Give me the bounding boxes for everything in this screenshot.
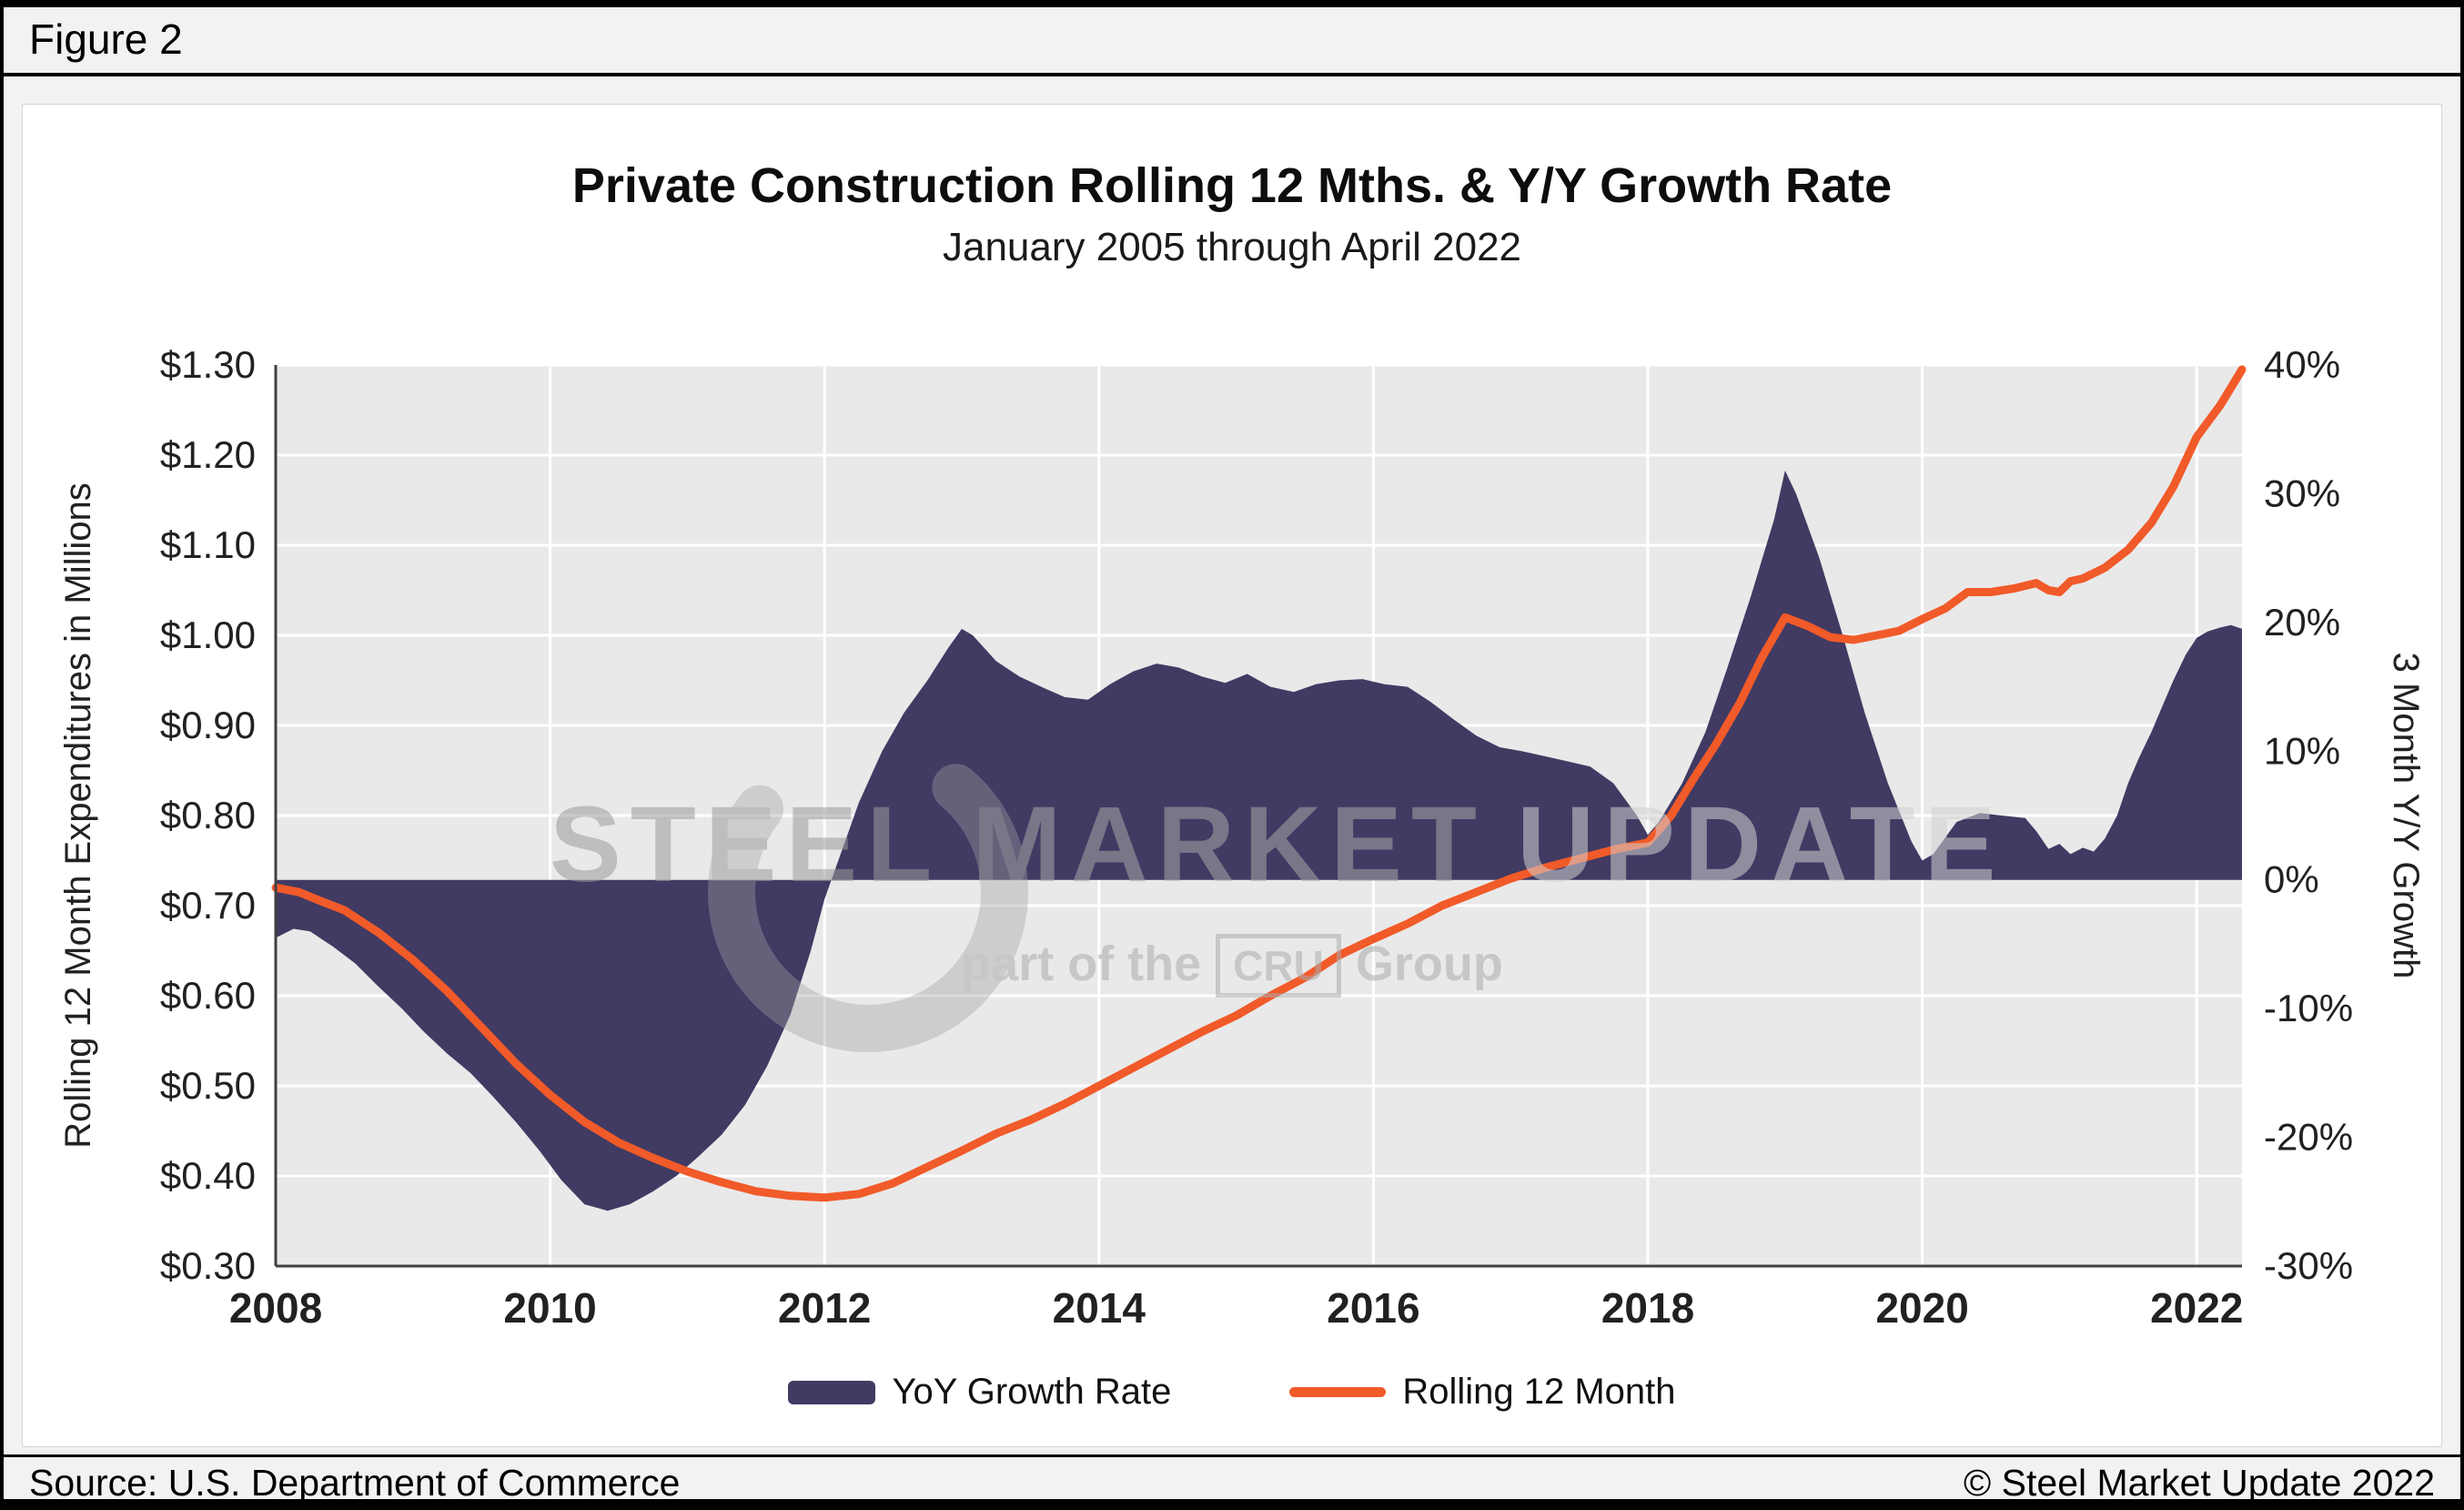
legend-swatch-rolling-line bbox=[1289, 1387, 1387, 1397]
chart-panel: Private Construction Rolling 12 Mths. & … bbox=[22, 104, 2442, 1447]
bottom-border-bar bbox=[0, 1499, 2464, 1510]
x-tick-label: 2018 bbox=[1601, 1284, 1694, 1332]
y-right-tick-label: 20% bbox=[2264, 601, 2340, 644]
y-left-tick-label: $1.00 bbox=[160, 613, 256, 656]
chart-subtitle: January 2005 through April 2022 bbox=[942, 225, 1522, 269]
footer-rule bbox=[0, 1454, 2464, 1457]
x-tick-label: 2010 bbox=[503, 1284, 596, 1332]
figure-label: Figure 2 bbox=[29, 15, 183, 63]
legend-item-yoy: YoY Growth Rate bbox=[788, 1372, 1171, 1413]
chart-title: Private Construction Rolling 12 Mths. & … bbox=[571, 158, 1893, 213]
x-tick-label: 2008 bbox=[229, 1284, 322, 1332]
y-left-tick-label: $0.40 bbox=[160, 1154, 256, 1197]
chart-canvas: $1.30 $1.20 $1.10 $1.00 $0.90 $0.80 $0.70 $0.60… bbox=[59, 343, 2425, 1332]
y-left-tick-label: $1.20 bbox=[160, 433, 256, 476]
y-right-tick-label: 0% bbox=[2264, 858, 2319, 901]
x-tick-label: 2020 bbox=[1875, 1284, 1968, 1332]
legend-swatch-yoy-area bbox=[788, 1380, 876, 1404]
x-tick-label: 2014 bbox=[1053, 1284, 1146, 1332]
y-right-tick-label: 40% bbox=[2264, 343, 2340, 386]
header-rule bbox=[0, 73, 2464, 76]
y-left-tick-label: $0.30 bbox=[160, 1244, 256, 1287]
y-left-tick-label: $0.70 bbox=[160, 884, 256, 927]
legend-item-rolling: Rolling 12 Month bbox=[1289, 1372, 1676, 1413]
legend-label-rolling: Rolling 12 Month bbox=[1402, 1372, 1676, 1412]
rolling-line-series bbox=[271, 365, 2247, 1202]
y-left-tick-label: $1.10 bbox=[160, 523, 256, 566]
y-left-tick-label: $0.80 bbox=[160, 794, 256, 836]
y-right-axis-title: 3 Month Y/Y Growth bbox=[2386, 653, 2425, 979]
right-border-bar bbox=[2460, 0, 2464, 1510]
legend-label-yoy: YoY Growth Rate bbox=[892, 1372, 1172, 1412]
y-right-tick-label: -10% bbox=[2264, 987, 2353, 1029]
y-right-tick-label: -20% bbox=[2264, 1116, 2353, 1159]
y-left-tick-label: $0.90 bbox=[160, 704, 256, 746]
chart-legend: YoY Growth Rate Rolling 12 Month bbox=[23, 1372, 2441, 1413]
left-border-bar bbox=[0, 0, 4, 1510]
x-tick-label: 2016 bbox=[1327, 1284, 1419, 1332]
y-right-tick-label: 30% bbox=[2264, 471, 2340, 514]
top-border-bar bbox=[0, 0, 2464, 7]
yoy-area-series bbox=[276, 471, 2242, 1211]
x-tick-label: 2022 bbox=[2150, 1284, 2243, 1332]
y-left-tick-label: $0.50 bbox=[160, 1064, 256, 1107]
y-left-tick-label: $1.30 bbox=[160, 343, 256, 386]
x-tick-label: 2012 bbox=[778, 1284, 871, 1332]
y-right-tick-label: 10% bbox=[2264, 729, 2340, 772]
y-left-axis-title: Rolling 12 Month Expenditures in Million… bbox=[59, 482, 98, 1148]
source-text: Source: U.S. Department of Commerce bbox=[29, 1462, 681, 1504]
copyright-text: © Steel Market Update 2022 bbox=[1964, 1462, 2435, 1504]
y-left-tick-label: $0.60 bbox=[160, 974, 256, 1017]
y-right-tick-label: -30% bbox=[2264, 1244, 2353, 1287]
